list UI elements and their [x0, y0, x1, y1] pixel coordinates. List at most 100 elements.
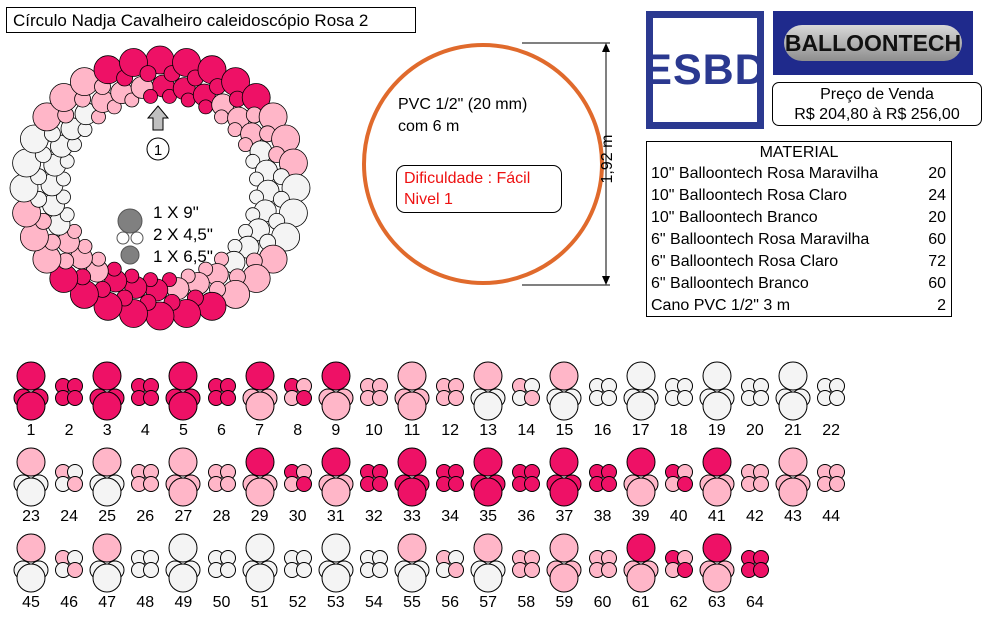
cluster-small-icon — [664, 378, 693, 406]
cluster-number: 1 — [26, 422, 36, 439]
cluster-number: 46 — [60, 594, 78, 611]
material-item: 10" Balloontech Rosa Claro — [651, 187, 848, 204]
cluster-small-icon — [664, 464, 693, 492]
arrow-up-icon — [146, 105, 170, 131]
cluster-number: 38 — [593, 508, 612, 525]
cluster-big-icon — [318, 533, 354, 593]
difficulty-label: Dificuldade : Fácil — [404, 170, 531, 187]
cluster-number: 35 — [479, 508, 498, 525]
cluster-small-icon — [283, 464, 312, 492]
cluster-big-icon — [470, 447, 506, 507]
difficulty-level: Nivel 1 — [404, 191, 453, 208]
cluster-big-icon — [318, 447, 354, 507]
cluster-small-icon — [283, 550, 312, 578]
cluster-number: 7 — [255, 422, 265, 439]
cluster-number: 42 — [745, 508, 764, 525]
cluster-big-icon — [89, 447, 125, 507]
cluster-small-icon — [512, 550, 541, 578]
pvc-note-line: PVC 1/2" (20 mm) — [398, 96, 528, 113]
cluster-legend-icon — [116, 208, 144, 265]
cluster-number: 20 — [745, 422, 764, 439]
cluster-sizes: 1 X 9" 2 X 4,5" 1 X 6,5" — [153, 202, 213, 268]
balloontech-logo: BALLOONTECH — [773, 11, 973, 75]
cluster-big-icon — [165, 533, 201, 593]
cluster-number: 3 — [102, 422, 112, 439]
cluster-number: 32 — [364, 508, 383, 525]
cluster-big-icon — [394, 533, 430, 593]
cluster-number: 6 — [217, 422, 226, 439]
cluster-number: 25 — [98, 508, 117, 525]
cluster-small-icon — [664, 550, 693, 578]
start-marker-group: 1 — [146, 105, 170, 161]
cluster-number: 61 — [631, 594, 650, 611]
cluster-number: 57 — [479, 594, 498, 611]
cluster-number: 53 — [326, 594, 345, 611]
cluster-small-icon — [512, 378, 541, 406]
cluster-big-icon — [775, 361, 811, 421]
cluster-number: 17 — [631, 422, 650, 439]
cluster-number: 44 — [822, 508, 840, 525]
esbd-logo: ESBD — [643, 11, 766, 129]
cluster-big-icon — [394, 361, 430, 421]
material-qty: 60 — [928, 231, 946, 248]
cluster-number: 27 — [174, 508, 193, 525]
cluster-small-icon — [588, 550, 617, 578]
cluster-small-icon — [131, 550, 160, 578]
cluster-number: 16 — [593, 422, 612, 439]
material-item: 10" Balloontech Branco — [651, 209, 818, 226]
size-line: 1 X 6,5" — [153, 247, 213, 266]
pvc-note: PVC 1/2" (20 mm) com 6 m — [398, 94, 527, 138]
cluster-number: 48 — [136, 594, 155, 611]
dimension-arrow-down-icon — [602, 276, 610, 285]
material-row: 6" Balloontech Branco 60 — [647, 273, 951, 295]
cluster-number: 51 — [250, 594, 269, 611]
dimension-arrow-up-icon — [602, 43, 610, 52]
cluster-number: 59 — [555, 594, 574, 611]
cluster-small-icon — [740, 378, 769, 406]
cluster-big-icon — [89, 533, 125, 593]
pvc-frame-diagram — [362, 42, 610, 286]
cluster-big-icon — [699, 533, 735, 593]
cluster-number: 36 — [517, 508, 536, 525]
cluster-small-icon — [512, 464, 541, 492]
cluster-number: 33 — [403, 508, 421, 525]
cluster-number: 55 — [403, 594, 421, 611]
cluster-number: 58 — [517, 594, 536, 611]
material-qty: 24 — [928, 187, 946, 204]
pvc-note-line: com 6 m — [398, 118, 460, 135]
cluster-number: 49 — [174, 594, 193, 611]
cluster-small-icon — [359, 464, 388, 492]
price-box: Preço de Venda R$ 204,80 à R$ 256,00 — [772, 82, 982, 126]
size-line: 2 X 4,5" — [153, 225, 213, 244]
material-row: Cano PVC 1/2" 3 m 2 — [647, 295, 951, 317]
cluster-number: 26 — [136, 508, 155, 525]
wreath-balloon — [143, 89, 158, 104]
cluster-small-icon — [207, 550, 236, 578]
difficulty-box: Dificuldade : Fácil Nivel 1 — [396, 165, 562, 213]
wreath-balloon — [77, 238, 93, 254]
cluster-big-icon — [699, 447, 735, 507]
cluster-number: 30 — [288, 508, 307, 525]
cluster-number: 47 — [98, 594, 117, 611]
cluster-number: 39 — [631, 508, 650, 525]
cluster-number: 43 — [784, 508, 802, 525]
material-row: 6" Balloontech Rosa Claro 72 — [647, 251, 951, 273]
cluster-number: 37 — [555, 508, 574, 525]
cluster-number: 40 — [669, 508, 688, 525]
wreath-diagram — [9, 45, 311, 331]
wreath-balloon — [56, 189, 71, 205]
material-item: 6" Balloontech Branco — [651, 275, 809, 292]
cluster-small-icon — [207, 464, 236, 492]
cluster-small-icon — [588, 378, 617, 406]
material-row: 10" Balloontech Branco 20 — [647, 207, 951, 229]
cluster-number: 4 — [140, 422, 150, 439]
cluster-number: 22 — [822, 422, 840, 439]
material-row: 10" Balloontech Rosa Claro 24 — [647, 185, 951, 207]
cluster-small-icon — [588, 464, 617, 492]
cluster-number: 8 — [293, 422, 303, 439]
cluster-small-icon — [207, 378, 236, 406]
wreath-balloon — [249, 171, 264, 187]
cluster-big-icon — [623, 361, 659, 421]
dimension-label: 1,92 m — [599, 134, 616, 184]
cluster-small-icon — [55, 378, 84, 406]
